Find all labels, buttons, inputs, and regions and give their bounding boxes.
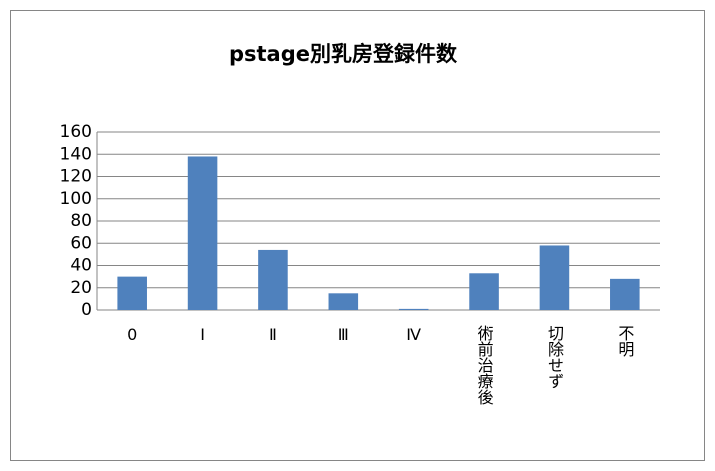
bar [258,249,288,310]
y-tick-label: 40 [70,256,92,276]
bar [539,245,570,310]
x-tick-label: Ⅲ [334,325,353,344]
bar [117,276,147,310]
bar [328,293,359,310]
bar [469,273,499,310]
y-tick-label: 80 [70,211,92,231]
y-tick-label: 100 [60,189,92,209]
y-tick-label: 20 [70,278,92,298]
x-tick-label: 術前治療後 [475,325,494,405]
bar [398,308,429,310]
chart-border [10,10,705,461]
x-tick-label: Ⅰ [193,325,212,344]
x-tick-label: Ⅱ [263,325,282,344]
y-tick-label: 120 [60,167,92,187]
bar [187,156,218,310]
y-tick-label: 60 [70,233,92,253]
x-tick-label: Ⅳ [404,325,423,344]
y-tick-label: 160 [60,122,92,142]
y-tick-label: 0 [81,300,92,320]
x-tick-label: 切除せず [545,325,564,389]
x-tick-label: 不明 [615,325,634,358]
y-tick-label: 140 [60,144,92,164]
chart-title: pstage別乳房登録件数 [229,42,458,66]
bar [610,278,640,310]
x-tick-label: 0 [123,325,142,344]
